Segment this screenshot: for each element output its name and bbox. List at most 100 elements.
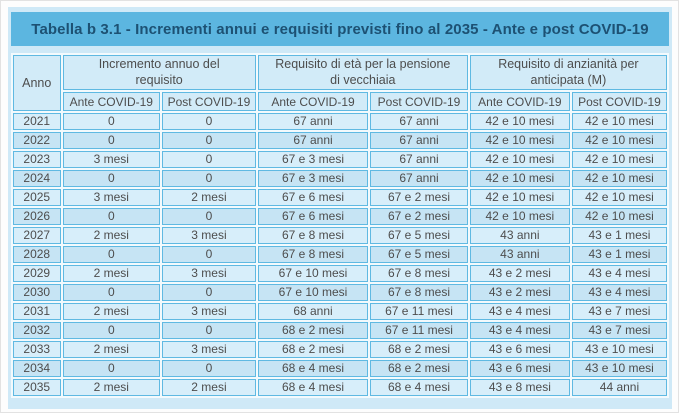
value-cell: 0 [62,170,161,188]
value-cell: 43 e 6 mesi [469,341,570,359]
table-row: 2034 0 0 68 e 4 mesi 68 e 2 mesi 43 e 6 mesi 4… [13,360,667,378]
value-cell: 0 [62,113,161,131]
value-cell: 67 e 5 mesi [370,227,468,245]
table-panel: Tabella b 3.1 - Incrementi annui e requi… [8,7,672,409]
value-cell: 67 e 11 mesi [370,322,468,340]
table-row: 2032 0 0 68 e 2 mesi 67 e 11 mesi 43 e 4 mesi… [13,322,667,340]
anno-column-header: Anno [13,55,61,112]
table-row: 2026 0 0 67 e 6 mesi 67 e 2 mesi 42 e 10 mesi… [13,208,667,226]
table-row: 2027 2 mesi 3 mesi 67 e 8 mesi 67 e 5 mesi 43… [13,227,667,245]
value-cell: 68 anni [257,303,369,321]
value-cell: 42 e 10 mesi [571,208,667,226]
value-cell: 67 anni [370,151,468,169]
group-header-eta-vecchiaia: Requisito di età per la pensione di vecc… [257,55,468,91]
table-row: 2021 0 0 67 anni 67 anni 42 e 10 mesi 42 e 10 … [13,113,667,131]
value-cell: 67 e 11 mesi [370,303,468,321]
year-cell: 2030 [13,284,61,302]
value-cell: 43 e 4 mesi [571,284,667,302]
year-cell: 2026 [13,208,61,226]
value-cell: 0 [62,208,161,226]
year-cell: 2034 [13,360,61,378]
value-cell: 3 mesi [162,265,256,283]
value-cell: 43 e 10 mesi [571,341,667,359]
value-cell: 44 anni [571,379,667,397]
value-cell: 67 anni [370,113,468,131]
table-row: 2035 2 mesi 2 mesi 68 e 4 mesi 68 e 4 mesi 43… [13,379,667,397]
table-row: 2033 2 mesi 3 mesi 68 e 2 mesi 68 e 2 mesi 43… [13,341,667,359]
value-cell: 0 [62,322,161,340]
year-cell: 2022 [13,132,61,150]
value-cell: 2 mesi [162,189,256,207]
year-cell: 2033 [13,341,61,359]
value-cell: 43 e 4 mesi [571,265,667,283]
value-cell: 67 anni [257,113,369,131]
table-title-bar: Tabella b 3.1 - Incrementi annui e requi… [11,12,669,46]
value-cell: 2 mesi [62,303,161,321]
table-row: 2028 0 0 67 e 8 mesi 67 e 5 mesi 43 anni 43 e … [13,246,667,264]
value-cell: 68 e 2 mesi [370,360,468,378]
sub-header-anzianita-ante: Ante COVID-19 [469,92,570,112]
value-cell: 0 [162,113,256,131]
value-cell: 0 [162,284,256,302]
sub-header-incremento-post: Post COVID-19 [162,92,256,112]
value-cell: 3 mesi [162,303,256,321]
value-cell: 0 [62,284,161,302]
value-cell: 2 mesi [62,341,161,359]
value-cell: 67 anni [257,132,369,150]
value-cell: 42 e 10 mesi [571,189,667,207]
table-row: 2029 2 mesi 3 mesi 67 e 10 mesi 67 e 8 mesi 4… [13,265,667,283]
value-cell: 43 e 1 mesi [571,227,667,245]
group-header-incremento: Incremento annuo del requisito [62,55,256,91]
value-cell: 67 anni [370,132,468,150]
value-cell: 0 [62,132,161,150]
year-cell: 2024 [13,170,61,188]
value-cell: 42 e 10 mesi [571,132,667,150]
value-cell: 43 e 2 mesi [469,265,570,283]
value-cell: 43 e 4 mesi [469,303,570,321]
value-cell: 67 e 2 mesi [370,189,468,207]
value-cell: 43 e 7 mesi [571,303,667,321]
value-cell: 0 [162,208,256,226]
year-cell: 2027 [13,227,61,245]
value-cell: 67 e 2 mesi [370,208,468,226]
value-cell: 67 e 3 mesi [257,170,369,188]
value-cell: 67 e 6 mesi [257,208,369,226]
table-body: 2021 0 0 67 anni 67 anni 42 e 10 mesi 42 e 10 … [13,113,667,397]
value-cell: 67 e 10 mesi [257,284,369,302]
year-cell: 2028 [13,246,61,264]
value-cell: 43 e 6 mesi [469,360,570,378]
value-cell: 68 e 4 mesi [370,379,468,397]
value-cell: 0 [62,360,161,378]
value-cell: 0 [162,132,256,150]
value-cell: 42 e 10 mesi [571,151,667,169]
value-cell: 67 e 8 mesi [257,246,369,264]
value-cell: 42 e 10 mesi [571,113,667,131]
value-cell: 42 e 10 mesi [469,132,570,150]
value-cell: 3 mesi [62,189,161,207]
value-cell: 43 anni [469,227,570,245]
value-cell: 43 e 4 mesi [469,322,570,340]
value-cell: 68 e 2 mesi [257,341,369,359]
value-cell: 42 e 10 mesi [571,170,667,188]
table-row: 2022 0 0 67 anni 67 anni 42 e 10 mesi 42 e 10 … [13,132,667,150]
sub-header-anzianita-post: Post COVID-19 [571,92,667,112]
group-header-row: Anno Incremento annuo del requisito Requ… [13,55,667,112]
value-cell: 3 mesi [162,341,256,359]
value-cell: 68 e 4 mesi [257,379,369,397]
value-cell: 2 mesi [62,265,161,283]
value-cell: 2 mesi [62,379,161,397]
value-cell: 67 e 8 mesi [257,227,369,245]
group-header-anzianita-anticipata: Requisito di anzianità per anticipata (M… [469,55,667,91]
pension-requirements-table: Anno Incremento annuo del requisito Requ… [11,53,669,399]
value-cell: 3 mesi [62,151,161,169]
value-cell: 43 e 10 mesi [571,360,667,378]
table-row: 2031 2 mesi 3 mesi 68 anni 67 e 11 mesi 43 e … [13,303,667,321]
value-cell: 0 [62,246,161,264]
year-cell: 2031 [13,303,61,321]
value-cell: 67 e 6 mesi [257,189,369,207]
sub-header-eta-ante: Ante COVID-19 [257,92,369,112]
year-cell: 2029 [13,265,61,283]
value-cell: 42 e 10 mesi [469,189,570,207]
value-cell: 42 e 10 mesi [469,170,570,188]
